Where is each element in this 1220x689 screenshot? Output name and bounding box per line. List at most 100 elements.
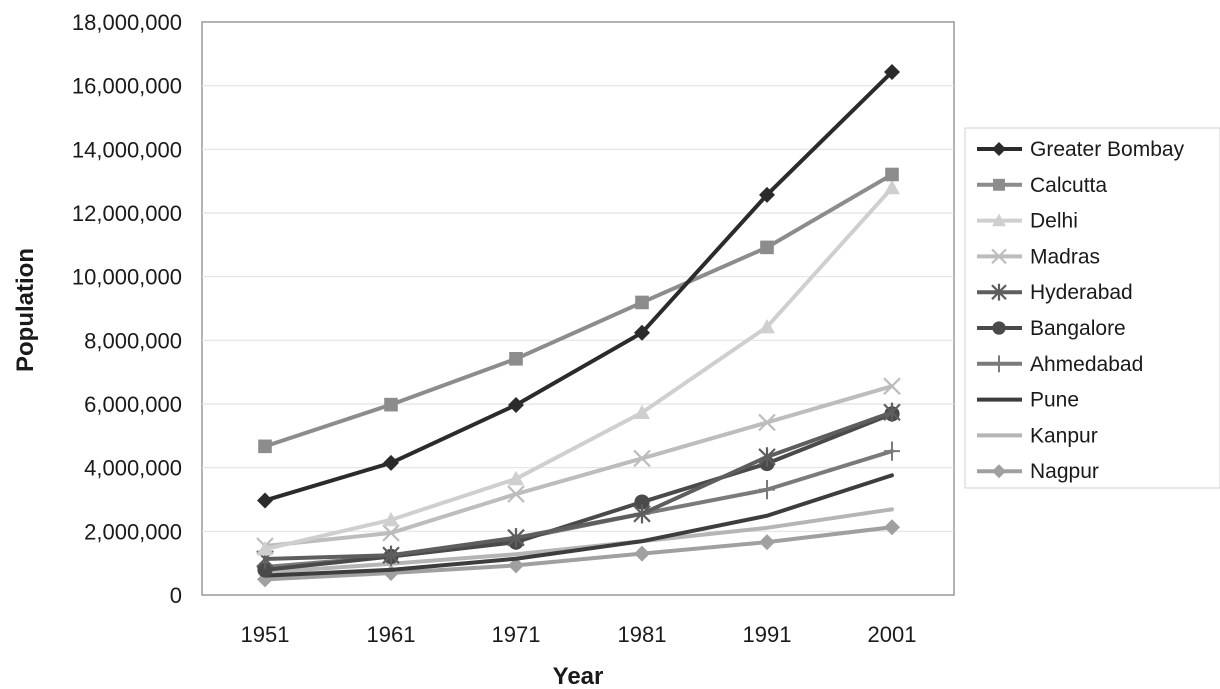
y-tick-label: 10,000,000 <box>72 265 182 290</box>
data-point <box>257 562 273 578</box>
data-point <box>885 167 899 182</box>
x-tick-label: 1991 <box>743 622 792 647</box>
legend-label: Ahmedabad <box>1030 353 1143 376</box>
legend-item-kanpur: Kanpur <box>977 424 1098 447</box>
series-kanpur <box>263 507 894 575</box>
y-tick-label: 18,000,000 <box>72 10 182 35</box>
series-line <box>263 473 894 578</box>
series-delhi <box>257 179 900 556</box>
legend-item-delhi: Delhi <box>977 210 1078 233</box>
data-point <box>884 441 900 461</box>
series-line <box>263 507 894 575</box>
x-tick-label: 1971 <box>492 622 541 647</box>
data-point <box>759 318 775 334</box>
data-point <box>760 240 774 255</box>
legend-label: Nagpur <box>1030 460 1099 483</box>
data-point <box>507 528 525 548</box>
legend: Greater Bombay Calcutta Delhi Madras Hyderab… <box>977 138 1185 483</box>
data-point <box>258 439 272 454</box>
legend-item-nagpur: Nagpur <box>977 460 1099 483</box>
legend-label: Calcutta <box>1030 174 1107 197</box>
data-point <box>383 454 399 471</box>
data-point <box>884 179 900 195</box>
y-tick-label: 8,000,000 <box>84 328 182 353</box>
legend-item-pune: Pune <box>977 389 1079 412</box>
data-point <box>257 541 273 556</box>
legend-item-madras: Madras <box>977 245 1100 268</box>
data-point <box>883 402 901 422</box>
legend-item-hyderabad: Hyderabad <box>977 281 1133 304</box>
data-point <box>383 511 399 527</box>
legend-marker <box>992 464 1006 479</box>
data-point <box>634 404 650 419</box>
legend-label: Madras <box>1030 245 1100 268</box>
y-tick-label: 14,000,000 <box>72 137 182 162</box>
x-tick-labels: 1951 1961 1971 1981 1991 2001 <box>241 622 917 647</box>
data-point <box>508 396 524 413</box>
y-axis-title: Population <box>12 248 39 372</box>
legend-label: Kanpur <box>1030 424 1098 447</box>
legend-label: Hyderabad <box>1030 281 1133 304</box>
x-tick-label: 1961 <box>367 622 416 647</box>
legend-label: Pune <box>1030 389 1079 412</box>
y-tick-label: 2,000,000 <box>84 519 182 544</box>
data-point <box>634 494 650 510</box>
series-line <box>263 525 894 582</box>
legend-marker <box>993 178 1005 191</box>
legend-marker <box>992 321 1006 335</box>
legend-label: Bangalore <box>1030 317 1126 340</box>
y-tick-label: 6,000,000 <box>84 392 182 417</box>
data-point <box>884 519 900 536</box>
data-point <box>884 63 900 80</box>
legend-item-calcutta: Calcutta <box>977 174 1107 197</box>
data-point <box>384 397 398 412</box>
legend-marker <box>992 142 1006 156</box>
x-tick-label: 2001 <box>868 622 917 647</box>
legend-item-bangalore: Bangalore <box>977 317 1126 340</box>
series-line <box>263 384 894 548</box>
series-pune <box>263 473 894 578</box>
data-point <box>507 485 525 503</box>
data-point <box>759 186 775 203</box>
series-line <box>263 185 894 552</box>
data-point <box>633 449 651 468</box>
gridlines <box>202 85 954 532</box>
legend-box <box>964 127 1220 489</box>
x-tick-label: 1981 <box>618 622 667 647</box>
data-point <box>633 504 651 524</box>
y-tick-label: 16,000,000 <box>72 74 182 99</box>
legend-item-ahmedabad: Ahmedabad <box>977 353 1143 376</box>
data-point <box>759 534 775 551</box>
data-point <box>509 351 523 366</box>
series-hyderabad <box>256 402 901 569</box>
legend-label: Greater Bombay <box>1030 138 1185 161</box>
data-point <box>758 447 776 467</box>
y-tick-labels: 0 2,000,000 4,000,000 6,000,000 8,000,000 10,… <box>72 10 182 608</box>
series-greater-bombay <box>257 63 900 509</box>
x-tick-label: 1951 <box>241 622 290 647</box>
x-axis-title: Year <box>553 663 604 689</box>
series-lines <box>256 63 901 588</box>
y-tick-label: 12,000,000 <box>72 201 182 226</box>
series-calcutta <box>258 167 899 454</box>
legend-marker <box>992 213 1006 227</box>
legend-label: Delhi <box>1030 210 1078 233</box>
data-point <box>382 545 400 565</box>
legend-marker <box>991 248 1007 265</box>
series-madras <box>256 377 901 555</box>
data-point <box>508 557 524 574</box>
data-point <box>759 480 775 500</box>
data-point <box>883 377 901 395</box>
y-tick-label: 0 <box>170 583 182 608</box>
legend-marker <box>992 355 1006 373</box>
plot-area <box>201 21 955 596</box>
y-tick-label: 4,000,000 <box>84 456 182 481</box>
data-point <box>257 492 273 509</box>
legend-item-greater-bombay: Greater Bombay <box>977 138 1185 161</box>
data-point <box>634 324 650 341</box>
series-line <box>263 410 894 562</box>
series-line <box>263 411 894 572</box>
series-line <box>263 172 894 449</box>
series-line <box>263 69 894 503</box>
data-point <box>635 295 649 310</box>
